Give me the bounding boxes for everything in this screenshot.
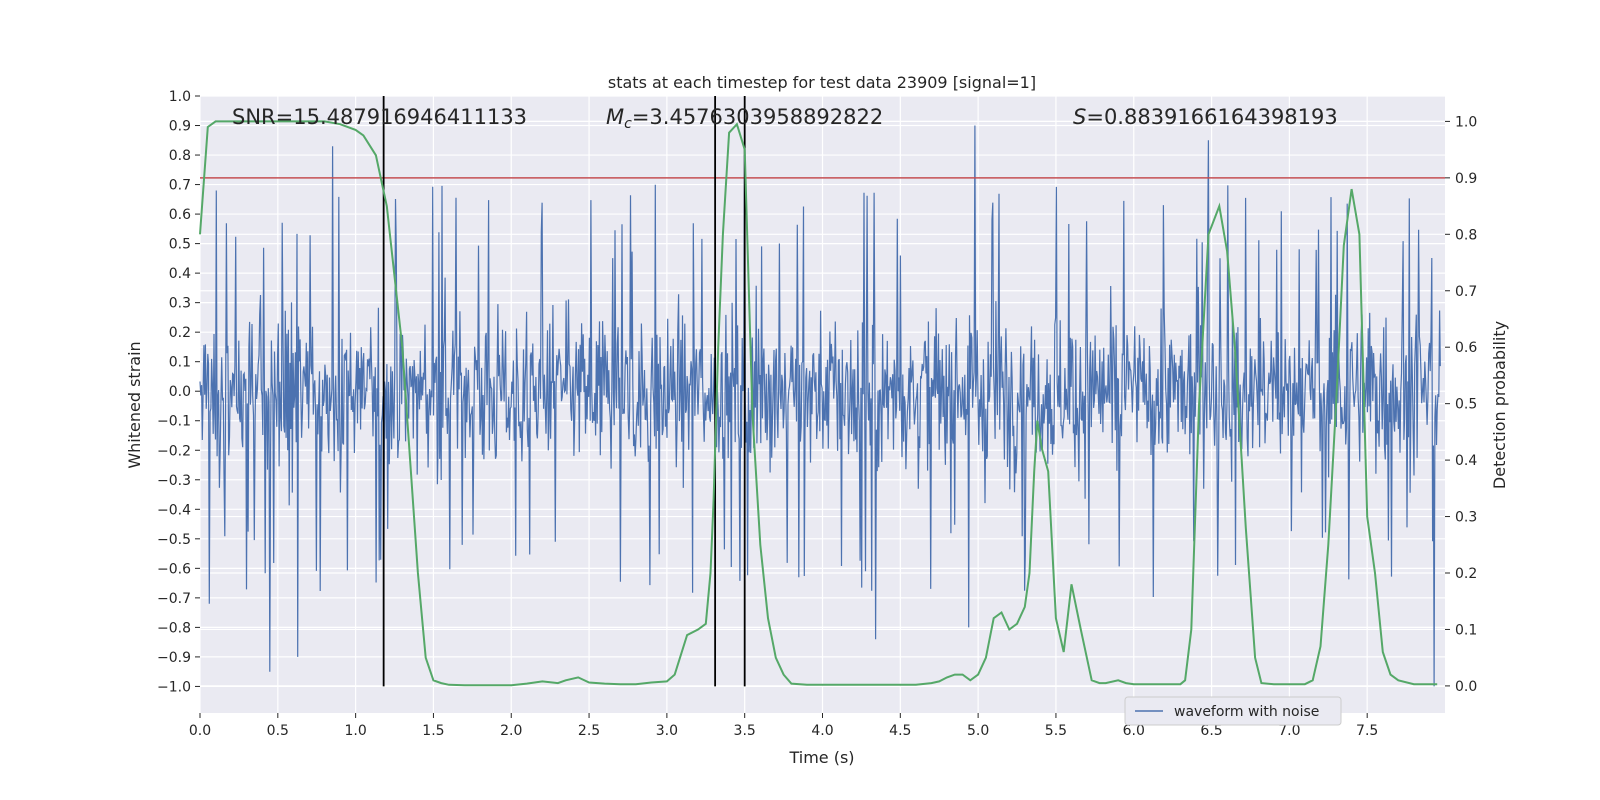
y-right-tick-label: 0.6: [1455, 340, 1477, 356]
y-left-axis-label: Whitened strain: [125, 341, 144, 468]
y-right-tick-label: 0.7: [1455, 284, 1477, 300]
s-annotation: S=0.8839166164398193: [1073, 105, 1338, 129]
x-tick-label: 4.0: [811, 723, 833, 739]
y-right-tick-label: 0.5: [1455, 397, 1477, 413]
y-right-tick-label: 1.0: [1455, 114, 1477, 130]
x-tick-label: 6.5: [1200, 723, 1222, 739]
x-tick-label: 3.5: [734, 723, 756, 739]
mc-symbol: M: [606, 105, 624, 129]
y-left-tick-label: −1.0: [157, 679, 191, 695]
y-left-tick-label: −0.3: [157, 473, 191, 489]
y-left-tick-label: −0.5: [157, 532, 191, 548]
x-tick-label: 2.5: [578, 723, 600, 739]
y-left-tick-label: 0.5: [169, 237, 191, 253]
legend-box: [1124, 696, 1342, 726]
x-tick-label: 5.0: [967, 723, 989, 739]
y-left-tick-label: −0.7: [157, 591, 191, 607]
x-tick-label: 5.5: [1045, 723, 1067, 739]
y-right-tick-label: 0.0: [1455, 679, 1477, 695]
x-axis-ticks: 0.0 0.5 1.0 1.5 2.0 2.5 3.0 3.5 4.0 4.5 5.0 5.5 6.0 6…: [189, 713, 1378, 739]
x-tick-label: 0.0: [189, 723, 211, 739]
y-left-tick-label: 0.8: [169, 148, 191, 164]
legend-label: waveform with noise: [1174, 704, 1319, 720]
mc-value: =3.4576303958892822: [632, 105, 883, 129]
x-tick-label: 4.5: [889, 723, 911, 739]
y-right-tick-label: 0.3: [1455, 510, 1477, 526]
y-left-tick-label: 1.0: [169, 89, 191, 105]
y-left-tick-label: −0.2: [157, 443, 191, 459]
y-left-tick-label: 0.7: [169, 178, 191, 194]
y-left-tick-label: −0.8: [157, 620, 191, 636]
waveform-series: [199, 125, 1441, 687]
y-right-tick-label: 0.9: [1455, 171, 1477, 187]
y-left-tick-label: −0.4: [157, 502, 191, 518]
y-left-tick-label: 0.1: [169, 355, 191, 371]
y-left-axis-ticks: 1.0 0.9 0.8 0.7 0.6 0.5 0.4 0.3 0.2 0.1 0.0 −0.1 −0.…: [157, 89, 200, 695]
y-left-tick-label: 0.0: [169, 384, 191, 400]
y-left-tick-label: 0.9: [169, 119, 191, 135]
legend: waveform with noise: [1124, 696, 1342, 726]
y-left-tick-label: 0.6: [169, 207, 191, 223]
y-left-tick-label: 0.4: [169, 266, 191, 282]
y-left-tick-label: −0.6: [157, 561, 191, 577]
s-symbol: S: [1073, 105, 1086, 129]
x-tick-label: 3.0: [656, 723, 678, 739]
chart-title: stats at each timestep for test data 239…: [608, 73, 1036, 92]
mc-annotation: Mc=3.4576303958892822: [606, 105, 883, 132]
s-value: =0.8839166164398193: [1086, 105, 1337, 129]
y-right-tick-label: 0.4: [1455, 453, 1477, 469]
x-tick-label: 7.5: [1356, 723, 1378, 739]
y-right-axis-ticks: 1.0 0.9 0.8 0.7 0.6 0.5 0.4 0.3 0.2 0.1 0.0: [1445, 114, 1477, 695]
x-tick-label: 7.0: [1278, 723, 1300, 739]
y-left-tick-label: −0.1: [157, 414, 191, 430]
y-left-tick-label: 0.3: [169, 296, 191, 312]
x-tick-label: 1.0: [344, 723, 366, 739]
x-tick-label: 2.0: [500, 723, 522, 739]
y-left-tick-label: −0.9: [157, 650, 191, 666]
mc-subscript: c: [624, 116, 632, 132]
plot-content: [199, 96, 1445, 687]
x-tick-label: 6.0: [1123, 723, 1145, 739]
snr-annotation: SNR=15.487916946411133: [232, 105, 527, 129]
y-right-axis-label: Detection probability: [1490, 321, 1509, 489]
x-tick-label: 1.5: [422, 723, 444, 739]
x-tick-label: 0.5: [267, 723, 289, 739]
y-right-tick-label: 0.2: [1455, 566, 1477, 582]
y-left-tick-label: 0.2: [169, 325, 191, 341]
y-right-tick-label: 0.8: [1455, 227, 1477, 243]
y-right-tick-label: 0.1: [1455, 622, 1477, 638]
detection-probability-series: [199, 120, 1438, 687]
x-axis-label: Time (s): [788, 748, 854, 767]
